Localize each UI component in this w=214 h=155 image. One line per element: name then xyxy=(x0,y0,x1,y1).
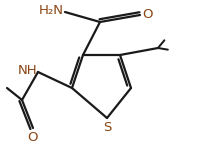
Text: O: O xyxy=(28,131,38,144)
Text: O: O xyxy=(142,7,153,20)
Text: NH: NH xyxy=(17,64,37,78)
Text: H₂N: H₂N xyxy=(39,4,64,18)
Text: S: S xyxy=(103,121,111,134)
